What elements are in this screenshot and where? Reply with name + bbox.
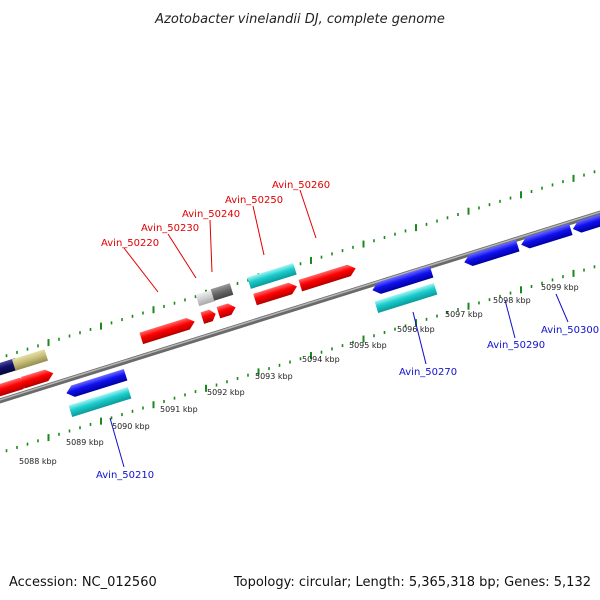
gene-reverse-avin-50290 [464,239,520,266]
backbone [0,210,600,404]
gene-forward [20,369,54,389]
gene-forward-outer [247,263,297,289]
gene-label-avin-50290: Avin_50290 [487,340,545,351]
gene-forward-avin-50260 [298,264,356,292]
tick-label: 5089 kbp [66,438,104,447]
tick-label: 5093 kbp [255,372,293,381]
gene-features [0,211,600,417]
genome-summary-text: Topology: circular; Length: 5,365,318 bp… [233,575,591,590]
tick-label: 5099 kbp [541,283,579,292]
gene-forward-avin-50240 [216,303,236,319]
gene-reverse-avin-50210 [68,387,132,417]
accession-text: Accession: NC_012560 [9,575,157,590]
gene-label-avin-50250: Avin_50250 [225,195,283,206]
gene-forward-avin-50220 [139,318,195,345]
gene-reverse-avin-50300 [521,223,573,249]
gene-forward-avin-50250 [253,282,297,306]
gene-label-avin-50240: Avin_50240 [182,209,240,220]
tick-label: 5096 kbp [397,325,435,334]
tick-label: 5090 kbp [112,422,150,431]
tick-track-inner [5,265,596,453]
gene-reverse [372,266,434,294]
tick-label: 5088 kbp [19,457,57,466]
gene-forward-outer [210,283,234,301]
gene-label-avin-50220: Avin_50220 [101,238,159,249]
tick-track-outer [5,170,596,358]
gene-labels-reverse: Avin_50210 Avin_50270 Avin_50290 Avin_50… [96,325,599,481]
tick-label: 5094 kbp [302,355,340,364]
gene-forward-outer [11,349,49,371]
gene-label-avin-50210: Avin_50210 [96,470,154,481]
gene-label-avin-50230: Avin_50230 [141,223,199,234]
gene-forward-avin-50230 [200,309,216,324]
gene-reverse [572,211,600,233]
leader-lines [109,189,569,468]
gene-labels-forward: Avin_50220 Avin_50230 Avin_50240 Avin_50… [101,180,330,249]
gene-label-avin-50260: Avin_50260 [272,180,330,191]
tick-label: 5091 kbp [160,405,198,414]
tick-label: 5097 kbp [445,310,483,319]
gene-forward [0,377,29,399]
tick-labels: 5088 kbp 5089 kbp 5090 kbp 5091 kbp 5092 kbp… [19,283,579,466]
gene-forward-outer [195,289,215,307]
gene-label-avin-50300: Avin_50300 [541,325,599,336]
tick-label: 5095 kbp [349,341,387,350]
page-title: Azotobacter vinelandii DJ, complete geno… [154,12,445,27]
tick-label: 5098 kbp [493,296,531,305]
gene-label-avin-50270: Avin_50270 [399,367,457,378]
gene-reverse-avin-50270 [374,283,438,313]
tick-label: 5092 kbp [207,388,245,397]
gene-reverse [66,369,128,397]
